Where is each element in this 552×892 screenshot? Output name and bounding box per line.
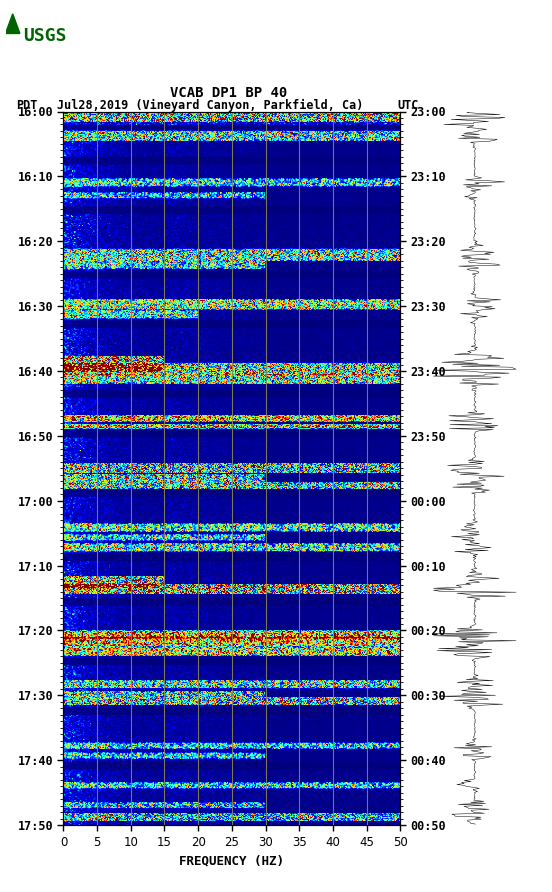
Text: UTC: UTC — [397, 99, 419, 112]
Text: USGS: USGS — [23, 27, 67, 45]
Text: PDT: PDT — [17, 99, 38, 112]
Text: VCAB DP1 BP 40: VCAB DP1 BP 40 — [171, 86, 288, 100]
Polygon shape — [6, 13, 20, 33]
Text: Jul28,2019 (Vineyard Canyon, Parkfield, Ca): Jul28,2019 (Vineyard Canyon, Parkfield, … — [56, 99, 363, 112]
X-axis label: FREQUENCY (HZ): FREQUENCY (HZ) — [179, 854, 284, 867]
